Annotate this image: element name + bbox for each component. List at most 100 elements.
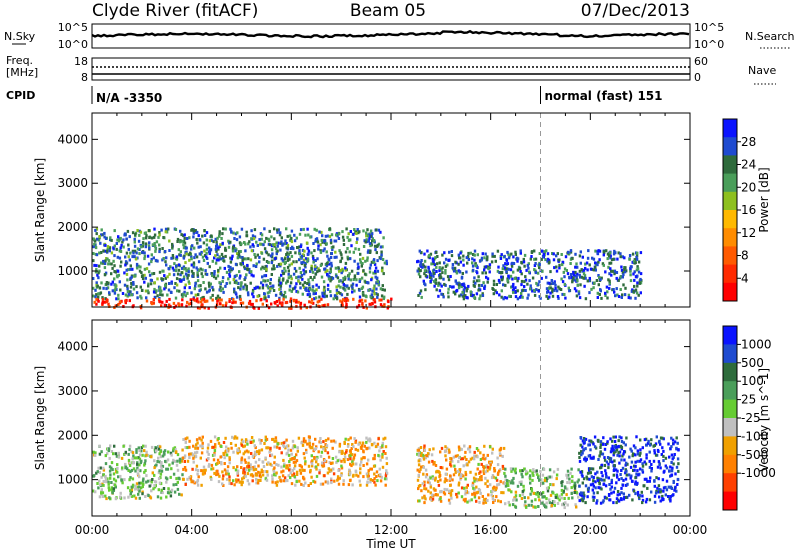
- power-cell: [308, 283, 311, 287]
- power-cell: [495, 291, 498, 295]
- power-cell: [315, 283, 318, 287]
- velocity-cell: [653, 484, 656, 488]
- velocity-cell: [159, 496, 163, 500]
- power-cell: [466, 255, 470, 258]
- velocity-cell: [268, 450, 271, 454]
- velocity-cell: [214, 445, 217, 449]
- velocity-cell: [437, 483, 441, 487]
- velocity-cell: [143, 470, 146, 474]
- velocity-cell: [602, 442, 605, 446]
- velocity-cell: [112, 477, 116, 481]
- power-cell: [177, 268, 181, 272]
- power-cell: [461, 294, 465, 298]
- velocity-cell: [564, 486, 567, 490]
- velocity-cell: [236, 471, 239, 475]
- power-cell: [347, 274, 350, 278]
- power-cell: [153, 242, 156, 245]
- velocity-cell: [601, 500, 605, 504]
- power-cell: [144, 231, 148, 235]
- velocity-cell: [272, 473, 276, 477]
- velocity-cell: [643, 484, 646, 488]
- power-cell: [363, 272, 367, 276]
- velocity-cell: [259, 471, 262, 475]
- velocity-cell: [613, 486, 617, 490]
- velocity-cell: [453, 464, 456, 468]
- power-cell: [166, 293, 169, 297]
- power-cell: [308, 294, 312, 298]
- velocity-cell: [641, 464, 645, 468]
- velocity-cell: [155, 449, 158, 453]
- velocity-cell: [381, 444, 384, 448]
- power-cell: [258, 255, 261, 259]
- velocity-cell: [429, 491, 432, 495]
- power-cell: [272, 284, 275, 288]
- velocity-cell: [580, 470, 584, 474]
- power-cell: [498, 271, 501, 274]
- velocity-cell: [421, 496, 424, 500]
- power-cell: [330, 261, 333, 265]
- velocity-cell: [624, 471, 627, 475]
- velocity-cell: [419, 454, 423, 457]
- power-cell: [250, 273, 253, 277]
- power-colorbar-tick-label: 24: [741, 158, 756, 172]
- power-cell: [383, 261, 387, 265]
- velocity-cell: [373, 472, 376, 476]
- power-cell: [344, 268, 347, 272]
- velocity-cell: [669, 495, 672, 498]
- power-cell: [263, 267, 266, 270]
- power-cell: [108, 262, 111, 266]
- power-cell: [172, 256, 175, 260]
- power-cell: [541, 269, 544, 273]
- power-cell: [339, 285, 342, 289]
- velocity-cell: [597, 438, 600, 442]
- velocity-cell: [297, 436, 301, 440]
- velocity-cell: [495, 495, 498, 499]
- power-cell: [568, 289, 571, 293]
- power-cell: [529, 257, 532, 261]
- power-cell: [124, 301, 127, 305]
- velocity-cell: [639, 458, 643, 462]
- velocity-cell: [311, 442, 315, 446]
- velocity-cell: [258, 438, 261, 442]
- power-cell: [337, 284, 340, 288]
- velocity-cell: [512, 498, 515, 502]
- velocity-cell: [153, 473, 156, 477]
- power-cell: [553, 266, 556, 270]
- velocity-cell: [365, 472, 369, 476]
- velocity-cell: [582, 477, 586, 481]
- velocity-cell: [664, 464, 667, 468]
- velocity-cell: [188, 456, 191, 459]
- velocity-cell: [661, 436, 664, 440]
- velocity-cell: [119, 495, 122, 499]
- power-cell: [335, 255, 338, 259]
- power-cell: [175, 255, 178, 259]
- power-cell: [125, 268, 128, 272]
- velocity-cell: [599, 451, 602, 455]
- power-cell: [218, 245, 221, 248]
- power-cell: [198, 252, 201, 256]
- velocity-cell: [654, 442, 658, 446]
- power-cell: [102, 249, 105, 253]
- velocity-cell: [362, 464, 365, 467]
- power-cell: [295, 236, 298, 240]
- power-cell: [633, 278, 636, 282]
- power-cell: [143, 273, 146, 277]
- power-cell: [578, 254, 582, 258]
- power-cell: [370, 243, 373, 247]
- velocity-cell: [194, 468, 198, 472]
- velocity-cell: [379, 446, 382, 449]
- power-cell: [188, 302, 191, 306]
- power-cell: [571, 280, 574, 284]
- power-cell: [278, 287, 281, 291]
- power-cell: [295, 260, 298, 264]
- power-cell: [376, 276, 379, 280]
- power-cell: [295, 282, 298, 286]
- velocity-cell: [518, 480, 521, 484]
- power-cell: [118, 256, 122, 260]
- velocity-cell: [671, 466, 674, 470]
- velocity-cell: [548, 498, 551, 502]
- velocity-cell: [188, 439, 191, 443]
- velocity-cell: [371, 443, 374, 447]
- power-cell: [128, 235, 131, 239]
- velocity-cell: [621, 466, 625, 470]
